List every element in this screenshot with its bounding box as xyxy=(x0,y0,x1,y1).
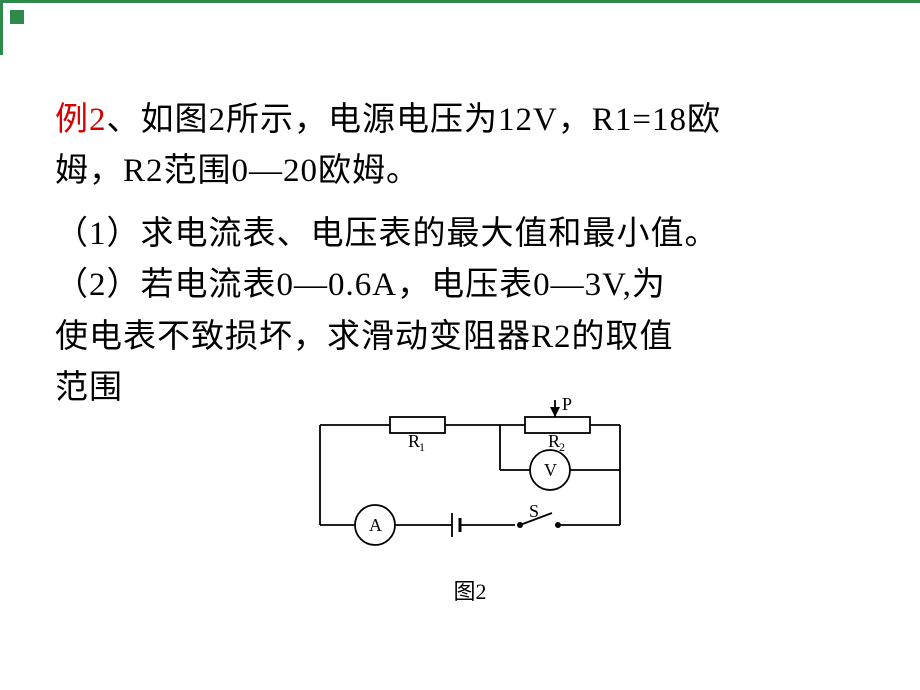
line1-rest: 、如图2所示，电源电压为12V，R1=18欧 xyxy=(107,102,721,138)
example-number: 例2 xyxy=(55,102,107,138)
figure-caption: 图2 xyxy=(300,574,640,606)
voltmeter-label: V xyxy=(544,460,557,480)
problem-line-2: 姆，R2范围0—20欧姆。 xyxy=(55,146,875,197)
circuit-diagram: R 1 R 2 A V S P 图2 xyxy=(300,395,640,595)
label-r2-sub: 2 xyxy=(559,440,565,454)
questions-block: （1）求电流表、电压表的最大值和最小值。 （2）若电流表0—0.6A，电压表0—… xyxy=(55,209,875,414)
frame-left-border xyxy=(0,0,55,55)
circuit-svg: R 1 R 2 A V S P xyxy=(300,395,640,565)
label-r1-sub: 1 xyxy=(419,440,425,454)
corner-decoration xyxy=(10,10,24,24)
switch-label: S xyxy=(529,501,539,521)
slider-label: P xyxy=(562,395,572,414)
ammeter-label: A xyxy=(369,515,382,535)
problem-line-1: 例2、如图2所示，电源电压为12V，R1=18欧 xyxy=(55,95,875,146)
question-2a: （2）若电流表0—0.6A，电压表0—3V,为 xyxy=(55,260,875,311)
slide-content: 例2、如图2所示，电源电压为12V，R1=18欧 姆，R2范围0—20欧姆。 （… xyxy=(55,95,875,414)
question-2b: 使电表不致损坏，求滑动变阻器R2的取值 xyxy=(55,312,875,363)
frame-top-border xyxy=(0,0,920,3)
question-1: （1）求电流表、电压表的最大值和最小值。 xyxy=(55,209,875,260)
